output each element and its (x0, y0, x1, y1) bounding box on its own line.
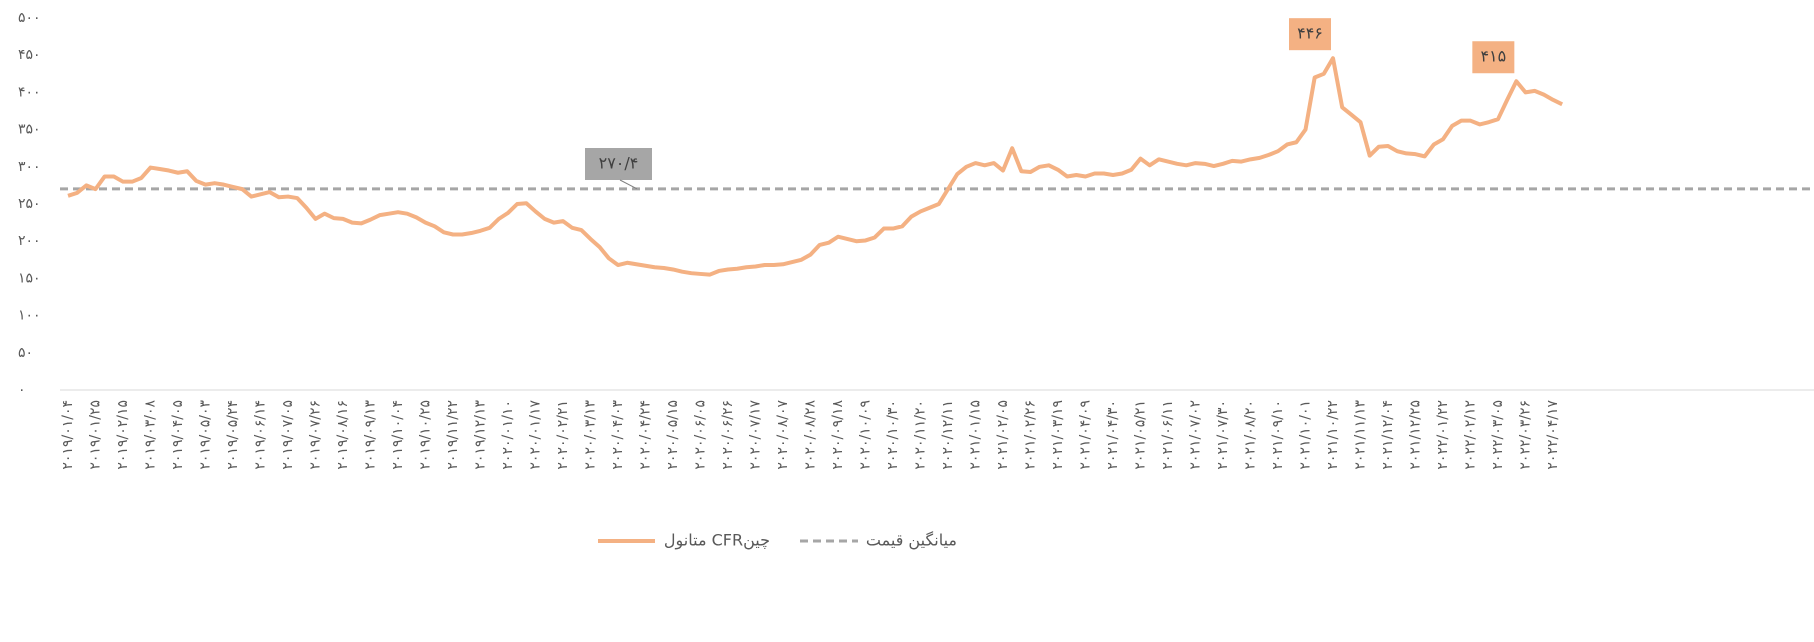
average-label: ۲۷۰/۴ (599, 154, 639, 173)
x-tick-label: ۲۰۱۹/۰۱/۲۵ (88, 400, 104, 470)
x-tick-label: ۲۰۲۰/۰۶/۰۵ (693, 400, 709, 470)
y-tick-label: ۱۰۰ (18, 308, 41, 324)
x-tick-label: ۲۰۱۹/۰۶/۱۴ (253, 400, 269, 470)
x-tick-label: ۲۰۲۰/۰۸/۲۸ (803, 400, 819, 470)
x-tick-label: ۲۰۲۰/۱۰/۰۹ (858, 400, 874, 470)
x-tick-label: ۲۰۱۹/۰۸/۱۶ (335, 400, 351, 470)
x-tick-label: ۲۰۲۱/۰۵/۲۱ (1133, 400, 1149, 470)
x-tick-label: ۲۰۲۰/۰۴/۰۳ (610, 400, 626, 470)
x-tick-label: ۲۰۲۱/۱۲/۲۵ (1408, 400, 1424, 470)
x-tick-label: ۲۰۲۰/۰۷/۱۷ (748, 400, 764, 470)
x-tick-label: ۲۰۲۰/۰۹/۱۸ (830, 400, 846, 470)
annotation-box (1472, 41, 1515, 74)
x-tick-label: ۲۰۲۱/۰۷/۰۲ (1188, 400, 1204, 470)
x-tick-label: ۲۰۲۰/۰۳/۱۳ (583, 400, 599, 470)
x-tick-label: ۲۰۱۹/۰۳/۰۸ (143, 400, 159, 470)
x-tick-label: ۲۰۲۲/۰۱/۲۲ (1435, 400, 1451, 470)
x-tick-label: ۲۰۲۰/۰۶/۲۶ (720, 400, 736, 470)
x-tick-label: ۲۰۱۹/۰۹/۱۳ (363, 400, 379, 470)
x-tick-label: ۲۰۲۱/۰۲/۰۵ (995, 400, 1011, 470)
x-tick-label: ۲۰۲۰/۰۸/۰۷ (775, 400, 791, 470)
annotation-label: ۴۴۶ (1297, 24, 1323, 43)
x-tick-label: ۲۰۲۰/۱۲/۱۱ (940, 400, 956, 470)
x-tick-label: ۲۰۲۱/۰۴/۳۰ (1105, 400, 1121, 470)
x-tick-label: ۲۰۲۲/۰۴/۱۷ (1545, 400, 1561, 470)
x-tick-label: ۲۰۱۹/۰۴/۰۵ (170, 400, 186, 470)
average-label-box (585, 148, 652, 180)
x-tick-label: ۲۰۲۲/۰۳/۰۵ (1490, 400, 1506, 470)
x-tick-label: ۲۰۲۱/۰۶/۱۱ (1160, 400, 1176, 470)
x-tick-label: ۲۰۱۹/۰۷/۲۶ (308, 400, 324, 470)
x-tick-label: ۲۰۱۹/۱۰/۲۵ (418, 400, 434, 470)
annotation-label: ۴۱۵ (1480, 47, 1506, 66)
y-tick-label: ۳۵۰ (18, 122, 41, 138)
y-tick-label: ۴۰۰ (18, 84, 41, 100)
x-tick-label: ۲۰۱۹/۱۱/۲۲ (445, 400, 461, 470)
y-tick-label: ۲۵۰ (18, 196, 41, 212)
legend-label: میانگین قیمت (866, 531, 957, 551)
y-tick-label: ۲۰۰ (18, 233, 41, 249)
x-tick-label: ۲۰۱۹/۰۲/۱۵ (115, 400, 131, 470)
x-tick-label: ۲۰۲۱/۰۳/۱۹ (1050, 400, 1066, 470)
y-tick-label: ۵۰ (18, 345, 33, 361)
x-tick-label: ۲۰۲۱/۰۸/۲۰ (1243, 400, 1259, 470)
x-tick-label: ۲۰۲۰/۱۰/۳۰ (885, 400, 901, 470)
x-tick-label: ۲۰۲۰/۰۱/۱۰ (500, 400, 516, 470)
y-tick-label: ۴۵۰ (18, 47, 41, 63)
x-tick-label: ۲۰۲۲/۰۲/۱۲ (1463, 400, 1479, 470)
x-tick-label: ۲۰۲۱/۰۲/۲۶ (1023, 400, 1039, 470)
x-tick-label: ۲۰۲۰/۱۱/۲۰ (913, 400, 929, 470)
x-tick-label: ۲۰۱۹/۰۱/۰۴ (60, 400, 76, 470)
x-tick-label: ۲۰۲۰/۰۵/۱۵ (665, 400, 681, 470)
x-tick-label: ۲۰۲۰/۰۲/۲۱ (555, 400, 571, 470)
x-tick-label: ۲۰۱۹/۰۵/۰۳ (198, 400, 214, 470)
x-tick-label: ۲۰۱۹/۱۲/۱۳ (473, 400, 489, 470)
annotation-box (1289, 18, 1332, 51)
x-tick-label: ۲۰۲۱/۰۹/۱۰ (1270, 400, 1286, 470)
average-label-pointer (619, 179, 638, 190)
legend-label: متانول CFRچین (664, 531, 770, 551)
x-tick-label: ۲۰۲۱/۱۱/۱۳ (1353, 400, 1369, 470)
x-tick-label: ۲۰۲۱/۱۲/۰۴ (1380, 400, 1396, 470)
x-tick-label: ۲۰۲۱/۰۷/۳۰ (1215, 400, 1231, 470)
x-tick-label: ۲۰۲۱/۰۴/۰۹ (1078, 400, 1094, 470)
y-tick-label: ۵۰۰ (18, 10, 41, 26)
x-tick-label: ۲۰۱۹/۱۰/۰۴ (390, 400, 406, 470)
x-tick-label: ۲۰۱۹/۰۷/۰۵ (280, 400, 296, 470)
x-tick-label: ۲۰۲۱/۱۰/۲۲ (1325, 400, 1341, 470)
y-tick-label: ۰ (18, 382, 26, 398)
series-line (67, 56, 1564, 277)
x-tick-label: ۲۰۱۹/۰۵/۲۴ (225, 400, 241, 470)
x-tick-label: ۲۰۲۱/۰۱/۱۵ (968, 400, 984, 470)
x-tick-label: ۲۰۲۰/۰۱/۱۷ (528, 400, 544, 470)
y-tick-label: ۳۰۰ (18, 159, 41, 175)
x-tick-label: ۲۰۲۲/۰۳/۲۶ (1518, 400, 1534, 470)
x-tick-label: ۲۰۲۰/۰۴/۲۴ (638, 400, 654, 470)
x-tick-label: ۲۰۲۱/۱۰/۰۱ (1298, 400, 1314, 470)
y-tick-label: ۱۵۰ (18, 270, 41, 286)
